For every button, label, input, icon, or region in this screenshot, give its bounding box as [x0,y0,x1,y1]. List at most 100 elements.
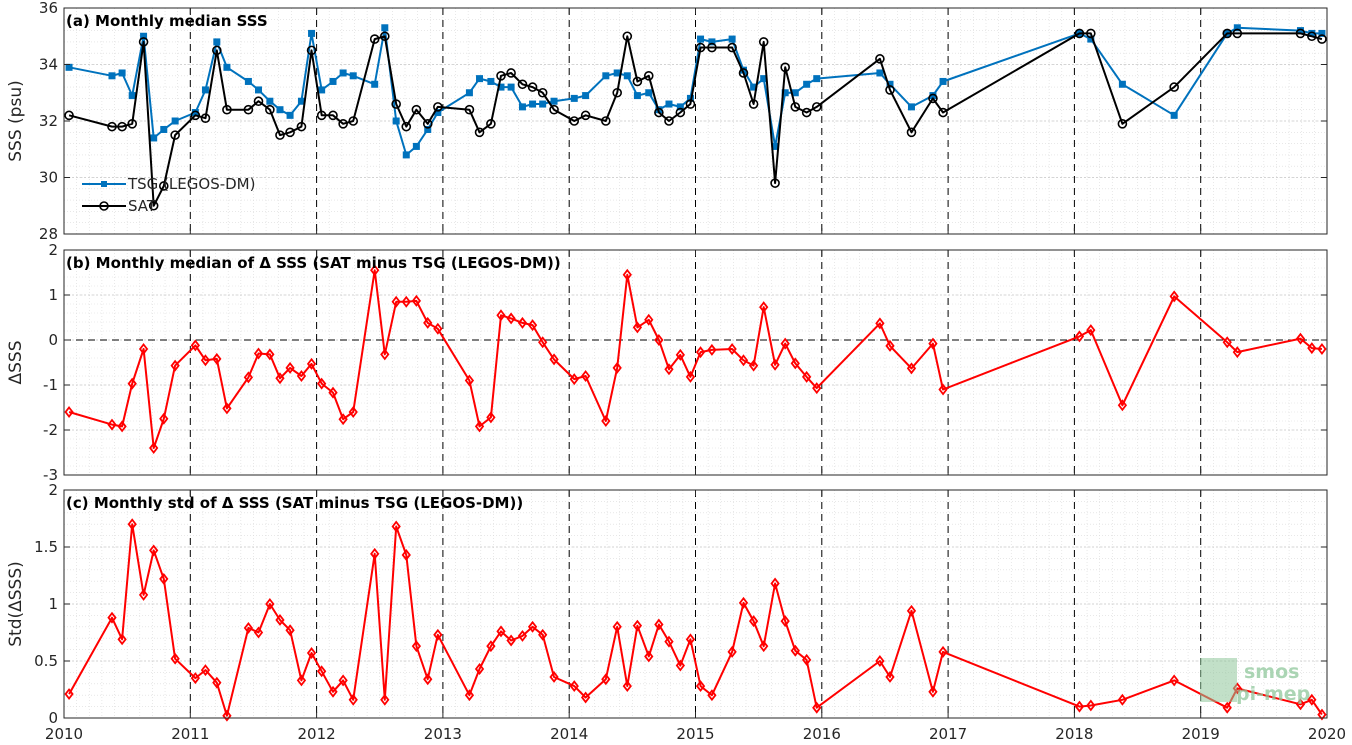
data-point [813,75,821,83]
x-tick-label: 2012 [298,725,336,743]
data-point [906,362,917,375]
data-point [906,604,917,617]
data-point [549,104,559,115]
data-point [486,411,496,424]
data-point [474,127,485,138]
data-point [200,354,211,367]
data-point [149,442,159,454]
data-point [539,100,547,108]
data-point [465,89,473,97]
data-point [612,87,622,98]
y-tick-label: 0 [48,709,58,727]
x-tick-label: 2013 [424,725,462,743]
data-point [738,596,749,609]
data-point [517,316,528,329]
data-point [275,372,285,385]
data-point [369,34,380,44]
data-point [938,645,948,658]
data-point [707,689,717,702]
data-point [487,77,495,85]
data-point [349,72,357,80]
data-point [380,348,390,361]
data-point [318,86,326,94]
data-point [464,374,475,387]
data-point [401,295,411,308]
data-point [391,520,401,533]
data-point [222,104,232,115]
data-point [329,77,337,85]
data-point [1222,701,1232,714]
data-point [580,370,591,382]
data-point [275,613,285,626]
data-point [423,673,433,686]
data-point [306,45,317,56]
y-axis-label: ΔSSS [6,340,26,384]
panel-title: (a) Monthly median SSS [66,12,268,30]
data-point [780,62,790,73]
data-point [602,72,610,80]
y-tick-label: -2 [43,421,58,439]
data-point [685,99,696,109]
data-point [200,113,211,123]
data-point [1086,28,1096,39]
data-point [507,83,515,91]
data-point [138,37,149,47]
data-point [140,32,148,40]
data-point [160,125,168,133]
data-point [296,370,307,382]
data-point [476,75,484,83]
data-point [654,618,664,631]
data-point [170,130,180,140]
data-point [727,645,737,658]
data-point [748,99,759,109]
data-point [632,321,643,334]
data-point [695,680,706,693]
data-point [580,691,591,704]
data-point [222,709,232,722]
data-point [654,334,664,346]
data-point [697,35,705,43]
data-point [1307,693,1317,706]
data-point [875,54,885,64]
data-point [758,37,769,47]
data-point [517,629,528,642]
data-point [243,371,254,384]
panel-a-median-sss: 28 30 32 34 36 SSS (psu) (a) Monthly median SS… [6,0,1328,243]
x-tick-label: 2015 [676,725,714,743]
data-point [1222,336,1232,349]
data-point [64,406,74,418]
data-point [550,97,558,105]
data-point [306,357,317,370]
data-point [401,549,411,561]
legend-label-0: TSG (LEGOS-DM) [127,175,255,193]
data-point [802,370,812,383]
data-point [275,130,285,140]
data-point [223,63,231,71]
data-point [170,359,180,372]
data-point [1232,346,1242,359]
data-point [212,45,222,56]
data-point [266,97,274,105]
data-point [348,693,358,706]
data-point [759,640,769,653]
data-point [190,110,201,121]
data-point [496,309,506,322]
y-tick-label: 28 [39,225,58,243]
data-point [906,127,917,138]
panel-title: (b) Monthly median of Δ SSS (SAT minus T… [66,254,561,272]
data-point [243,104,254,115]
data-point [538,336,548,349]
data-point [728,35,736,43]
x-tick-label: 2018 [1055,725,1093,743]
data-point [748,359,759,372]
data-point [339,69,347,77]
data-point [622,268,632,281]
data-point [128,92,136,100]
y-tick-label: 36 [39,0,58,17]
y-tick-label: 0 [48,331,58,349]
data-point [433,102,443,112]
y-tick-label: 0.5 [34,652,58,670]
data-point [1074,700,1085,713]
data-point [928,337,938,350]
data-point [632,619,643,632]
